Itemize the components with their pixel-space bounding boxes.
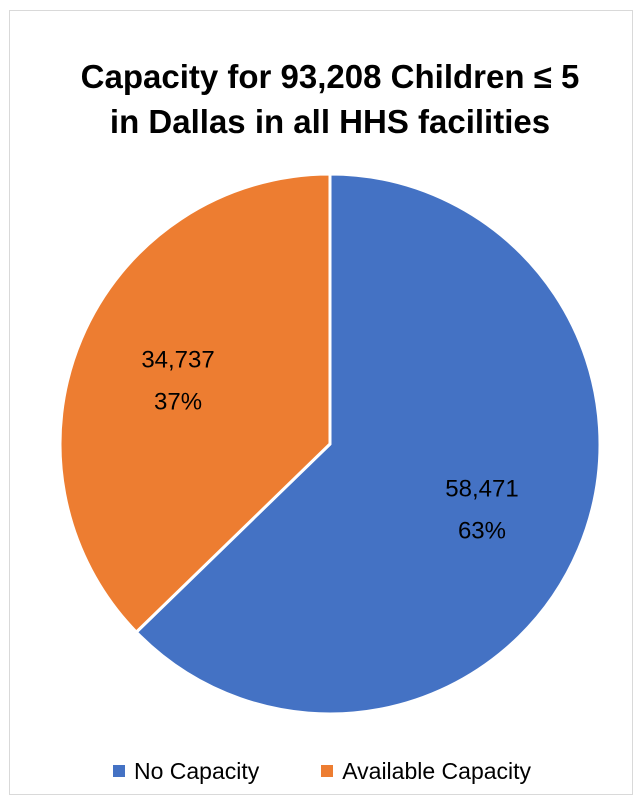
data-label-percent-available-capacity: 37% [154, 389, 202, 416]
data-label-value-no-capacity: 58,471 [445, 475, 518, 502]
legend-swatch-available-capacity [321, 765, 334, 777]
legend-label-available-capacity: Available Capacity [342, 757, 532, 784]
chart-title-line-2: in Dallas in all HHS facilities [109, 103, 551, 140]
chart-title: Capacity for 93,208 Children ≤ 5 in Dall… [20, 54, 640, 144]
legend-item-available-capacity: Available Capacity [321, 758, 531, 785]
pie-data-labels: 58,471 63% 34,737 37% [141, 347, 518, 545]
chart-title-line-1: Capacity for 93,208 Children ≤ 5 [80, 58, 580, 95]
data-label-value-available-capacity: 34,737 [141, 347, 214, 374]
pie-slice-no-capacity [134, 172, 602, 716]
legend-swatch-no-capacity [112, 765, 125, 777]
pie-slices [58, 172, 602, 716]
data-label-percent-no-capacity: 63% [458, 517, 506, 544]
legend-item-no-capacity: No Capacity [112, 757, 260, 785]
legend: No Capacity Available Capacity [0, 756, 644, 786]
legend-label-no-capacity: No Capacity [133, 757, 260, 784]
pie-slice-available-capacity [58, 172, 332, 634]
